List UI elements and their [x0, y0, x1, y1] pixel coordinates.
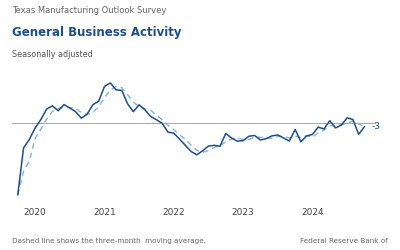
Text: -3: -3 [371, 122, 380, 131]
Text: Federal Reserve Bank of: Federal Reserve Bank of [300, 238, 388, 244]
Text: General Business Activity: General Business Activity [12, 26, 182, 39]
Text: Texas Manufacturing Outlook Survey: Texas Manufacturing Outlook Survey [12, 6, 166, 15]
Text: Seasonally adjusted: Seasonally adjusted [12, 50, 93, 59]
Text: Dashed line shows the three-month  moving average.: Dashed line shows the three-month moving… [12, 238, 206, 244]
